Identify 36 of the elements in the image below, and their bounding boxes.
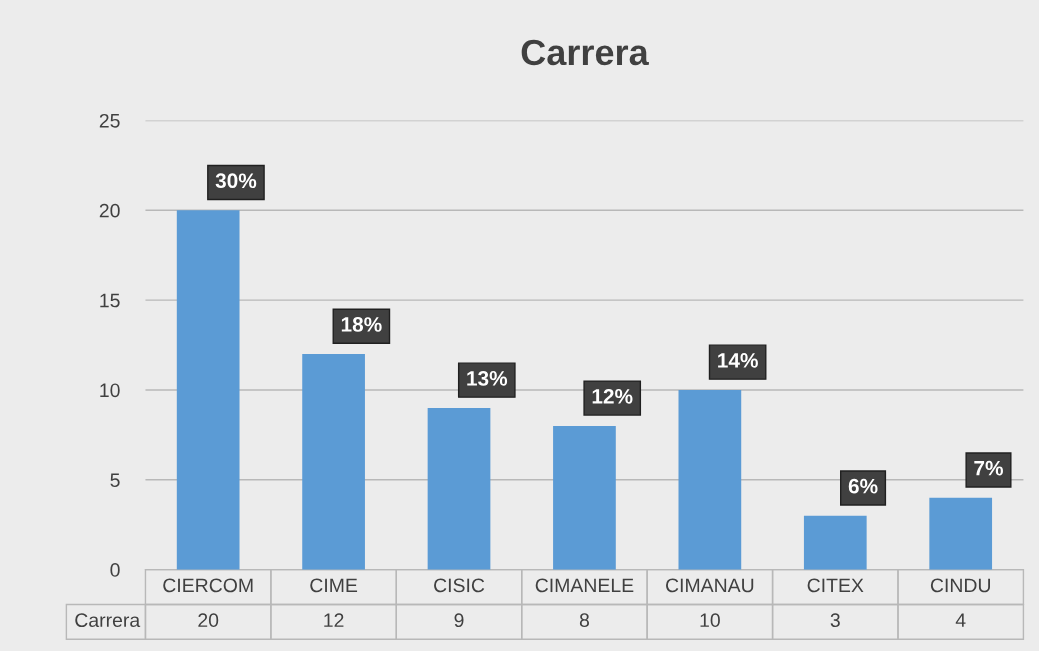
bar: [302, 354, 365, 570]
data-label: 10: [700, 613, 720, 628]
x-tick-label: CIME: [310, 578, 358, 593]
annotation: 6%: [848, 478, 878, 494]
bar: [929, 497, 993, 570]
data-label: 9: [454, 613, 464, 628]
x-tick-label: CINDU: [930, 578, 990, 593]
y-tick-label: 25: [99, 113, 120, 128]
bar: [678, 389, 742, 570]
x-tick-label: CISIC: [434, 578, 485, 593]
bar: [427, 407, 491, 570]
x-tick-label: CIMANELE: [535, 578, 634, 593]
x-tick-label: CIMANAU: [666, 578, 754, 593]
y-tick-label: 20: [99, 203, 120, 218]
y-tick-label: 15: [100, 293, 120, 308]
annotation: 30%: [215, 173, 257, 189]
bar: [803, 515, 867, 570]
y-tick-label: 0: [110, 563, 120, 577]
y-tick-label: 10: [100, 383, 120, 398]
annotation: 18%: [341, 317, 382, 332]
x-tick-label: CITEX: [807, 578, 864, 593]
bar: [553, 425, 616, 570]
text: Carrera: [75, 613, 141, 628]
x-tick-label: CIERCOM: [163, 578, 253, 593]
data-label: 20: [198, 613, 219, 628]
annotation: 13%: [467, 370, 508, 386]
bar: [176, 210, 240, 570]
data-label: 12: [324, 613, 344, 627]
data-label: 8: [579, 613, 589, 628]
chart-title: Carrera: [521, 39, 649, 66]
annotation: 7%: [974, 460, 1003, 476]
data-label: 4: [955, 613, 966, 627]
annotation: 14%: [718, 353, 758, 368]
y-tick-label: 5: [110, 473, 120, 488]
annotation: 12%: [592, 388, 633, 404]
data-label: 3: [830, 613, 840, 628]
